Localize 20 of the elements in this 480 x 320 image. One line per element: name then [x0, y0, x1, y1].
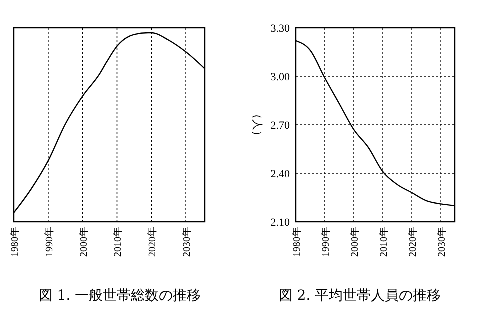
x-tick-label: 2000年 [78, 227, 90, 257]
x-tick-label: 2000年 [349, 227, 362, 257]
x-tick-label: 2020年 [407, 227, 420, 257]
x-tick-label: 2020年 [146, 227, 159, 257]
x-tick-label: 1980年 [291, 227, 303, 257]
y-tick-label: 3.30 [270, 23, 290, 35]
x-tick-label: 1990年 [43, 227, 56, 257]
x-tick-label: 2010年 [112, 227, 124, 257]
y-tick-label: 2.40 [270, 168, 290, 180]
y-tick-label: 2.70 [270, 120, 290, 132]
text: 図 2. 平均世帯人員の推移 [278, 288, 442, 304]
y-tick-label: 3.00 [270, 72, 290, 84]
x-tick-label: 2030年 [436, 227, 448, 257]
x-tick-label: 1980年 [9, 227, 21, 257]
x-tick-label: 1990年 [320, 227, 332, 257]
x-tick-label: 2030年 [181, 227, 194, 257]
text: 図 1. 一般世帯総数の推移 [38, 288, 202, 304]
x-tick-label: 2010年 [378, 227, 390, 257]
y-tick-label: 2.10 [270, 217, 290, 229]
y-axis-title: （人） [251, 108, 264, 142]
